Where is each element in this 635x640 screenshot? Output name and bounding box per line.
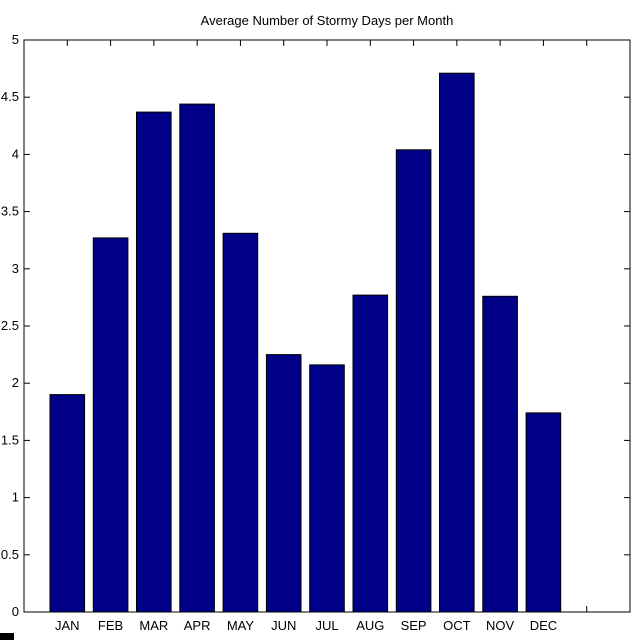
bar-oct: [439, 72, 475, 613]
bar-sep: [395, 149, 432, 613]
y-tick-label: 1.5: [1, 432, 19, 447]
x-tick-label: AUG: [356, 618, 384, 633]
x-tick-label: MAR: [139, 618, 168, 633]
y-tick-label: 5: [12, 32, 19, 47]
corner-mark: [0, 633, 14, 640]
x-tick-label: APR: [184, 618, 211, 633]
bar-dec: [525, 412, 562, 613]
y-tick-label: 0: [12, 604, 19, 619]
bar-jan: [49, 394, 86, 613]
x-tick-label: FEB: [98, 618, 123, 633]
bar-mar: [136, 111, 172, 613]
y-tick-label: 0.5: [1, 547, 19, 562]
x-tick-label: JAN: [55, 618, 80, 633]
x-tick-label: JUL: [315, 618, 338, 633]
bar-jun: [265, 354, 302, 613]
x-tick-label: JUN: [271, 618, 296, 633]
y-tick-label: 3.5: [1, 204, 19, 219]
x-tick-label: DEC: [530, 618, 557, 633]
bar-apr: [179, 103, 215, 613]
y-tick-label: 2.5: [1, 318, 19, 333]
y-tick-label: 4: [12, 146, 19, 161]
bar-jul: [309, 364, 345, 613]
y-axis: 0 0.5 1 1.5 2 2.5 3 3.5 4 4.5 5: [1, 32, 630, 619]
bar-nov: [482, 295, 518, 613]
x-tick-label: OCT: [443, 618, 471, 633]
y-tick-label: 2: [12, 375, 19, 390]
axes-frame: [23, 39, 631, 613]
chart-title: Average Number of Stormy Days per Month: [201, 13, 454, 28]
x-tick-label: MAY: [227, 618, 255, 633]
bar-series: [49, 72, 562, 613]
bar-may: [222, 232, 259, 613]
x-tick-label: NOV: [486, 618, 515, 633]
bar-feb: [92, 237, 129, 613]
x-tick-label: SEP: [401, 618, 427, 633]
bar-aug: [352, 294, 389, 613]
x-axis: JAN FEB MAR APR MAY JUN JUL AUG SEP OCT NOV DEC: [55, 40, 631, 633]
y-tick-label: 4.5: [1, 89, 19, 104]
y-tick-label: 3: [12, 261, 19, 276]
y-tick-label: 1: [12, 490, 19, 505]
